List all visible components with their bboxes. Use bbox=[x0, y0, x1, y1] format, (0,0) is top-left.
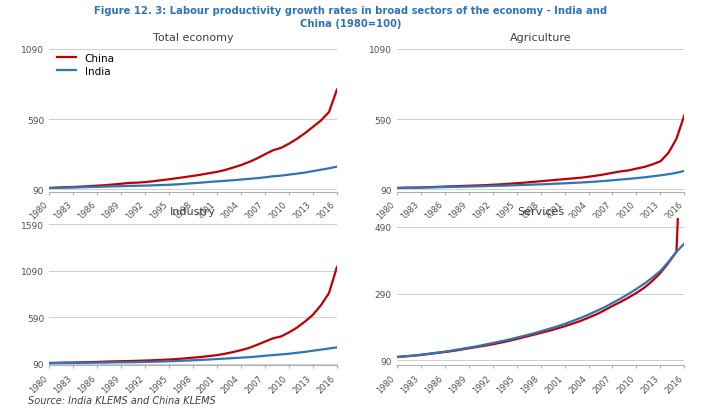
Title: Agriculture: Agriculture bbox=[510, 33, 571, 43]
Text: Source: India KLEMS and China KLEMS: Source: India KLEMS and China KLEMS bbox=[28, 395, 216, 405]
Text: Figure 12. 3: Labour productivity growth rates in broad sectors of the economy -: Figure 12. 3: Labour productivity growth… bbox=[95, 6, 607, 16]
Text: China (1980=100): China (1980=100) bbox=[300, 19, 402, 28]
Legend: China, India: China, India bbox=[54, 51, 118, 80]
Title: Services: Services bbox=[517, 207, 564, 217]
Title: Total economy: Total economy bbox=[153, 33, 233, 43]
Title: Industry: Industry bbox=[170, 207, 216, 217]
